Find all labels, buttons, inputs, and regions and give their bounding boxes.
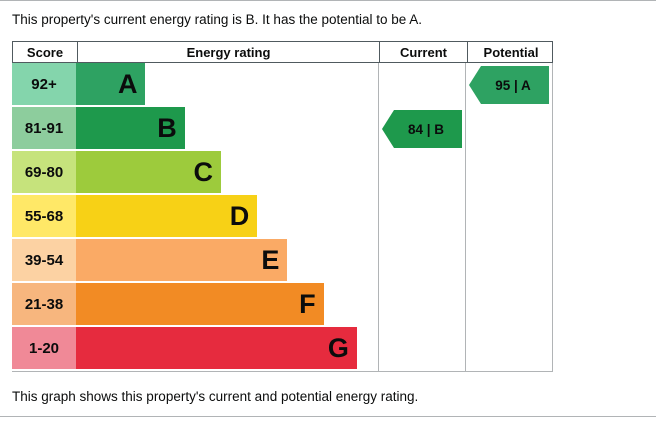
score-range: 81-91 bbox=[12, 107, 76, 149]
rating-bar-c: C bbox=[76, 151, 221, 193]
potential-rating-arrow: 95 | A bbox=[469, 66, 549, 104]
graph-description: This graph shows this property's current… bbox=[12, 389, 419, 404]
score-range: 55-68 bbox=[12, 195, 76, 237]
score-range: 69-80 bbox=[12, 151, 76, 193]
epc-band-row-f: 21-38 F bbox=[12, 283, 553, 327]
epc-band-row-d: 55-68 D bbox=[12, 195, 553, 239]
epc-rating-chart: Score Energy rating Current Potential 92… bbox=[12, 41, 553, 372]
rating-letter: C bbox=[193, 156, 213, 187]
score-range: 39-54 bbox=[12, 239, 76, 281]
rating-bar-b: B bbox=[76, 107, 185, 149]
epc-header-row: Score Energy rating Current Potential bbox=[12, 41, 553, 63]
epc-band-row-a: 92+ A 95 | A bbox=[12, 63, 553, 107]
score-range: 92+ bbox=[12, 63, 76, 105]
epc-band-row-g: 1-20 G bbox=[12, 327, 553, 371]
rating-bar-a: A bbox=[76, 63, 146, 105]
header-potential: Potential bbox=[467, 42, 554, 62]
rating-letter: D bbox=[229, 200, 250, 231]
epc-body: 92+ A 95 | A 81-91 B 84 | B bbox=[12, 63, 553, 372]
current-rating-summary: This property's current energy rating is… bbox=[12, 12, 423, 27]
rating-letter: E bbox=[261, 244, 280, 275]
rating-bar-f: F bbox=[76, 283, 324, 325]
bottom-divider bbox=[0, 416, 656, 417]
score-range: 21-38 bbox=[12, 283, 76, 325]
current-rating-arrow: 84 | B bbox=[382, 110, 462, 148]
rating-letter: F bbox=[299, 288, 316, 319]
rating-bar-g: G bbox=[76, 327, 357, 369]
rating-bar-d: D bbox=[76, 195, 258, 237]
rating-letter: G bbox=[327, 332, 349, 363]
rating-letter: A bbox=[117, 68, 138, 99]
epc-band-row-b: 81-91 B 84 | B bbox=[12, 107, 553, 151]
rating-letter: B bbox=[157, 112, 177, 143]
header-score: Score bbox=[26, 44, 64, 60]
epc-band-row-c: 69-80 C bbox=[12, 151, 553, 195]
score-range: 1-20 bbox=[12, 327, 76, 369]
epc-band-row-e: 39-54 E bbox=[12, 239, 553, 283]
rating-bar-e: E bbox=[76, 239, 288, 281]
header-current: Current bbox=[379, 42, 467, 62]
header-energy-rating: Energy rating bbox=[77, 42, 379, 62]
